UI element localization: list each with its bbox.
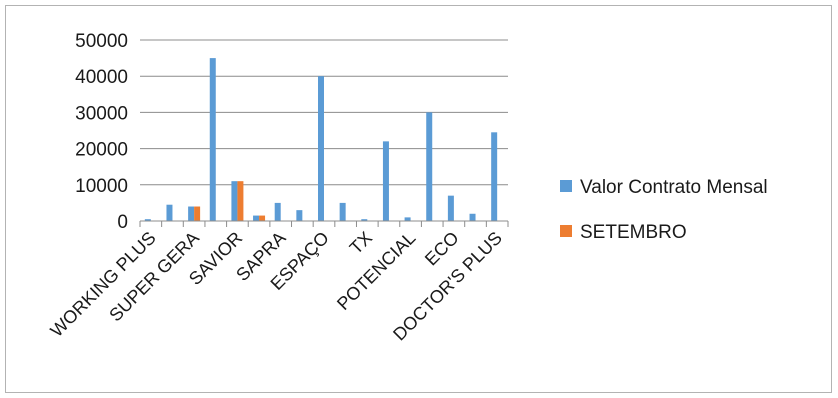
bar-valor-contrato-mensal [491,132,498,221]
legend: Valor Contrato Mensal SETEMBRO [560,177,768,243]
bar-valor-contrato-mensal [296,210,303,221]
chart-frame [5,5,832,393]
bar-valor-contrato-mensal [426,112,433,221]
legend-swatch [560,180,572,192]
y-axis-labels: 0 10000 20000 30000 40000 50000 [75,31,128,233]
bar-valor-contrato-mensal [382,141,389,221]
bar-valor-contrato-mensal [231,181,238,221]
bar-valor-contrato-mensal [166,204,173,221]
bar-setembro [259,215,266,221]
y-tick-label: 10000 [75,176,128,197]
bars [144,58,498,221]
legend-label: Valor Contrato Mensal [580,177,768,198]
bar-valor-contrato-mensal [318,76,324,221]
bar-setembro [194,206,201,221]
y-tick-label: 0 [117,212,128,233]
bar-setembro [237,181,244,221]
bar-valor-contrato-mensal [361,219,368,221]
bar-valor-contrato-mensal [339,202,346,221]
bar-valor-contrato-mensal [209,58,216,221]
bar-valor-contrato-mensal [404,217,411,221]
y-tick-label: 40000 [75,67,128,88]
bar-valor-contrato-mensal [469,213,476,221]
y-tick-label: 20000 [75,140,128,161]
y-tick-label: 50000 [75,31,128,52]
legend-swatch [560,225,572,237]
x-axis [139,220,509,227]
y-tick-label: 30000 [75,103,128,124]
bar-valor-contrato-mensal [188,206,195,221]
bar-valor-contrato-mensal [274,202,281,221]
x-category-label: TX [346,228,376,258]
legend-label: SETEMBRO [580,222,687,243]
bar-valor-contrato-mensal [447,195,454,221]
bar-valor-contrato-mensal [144,219,151,221]
x-category-label: POTENCIAL [333,228,419,314]
bar-valor-contrato-mensal [253,215,260,221]
